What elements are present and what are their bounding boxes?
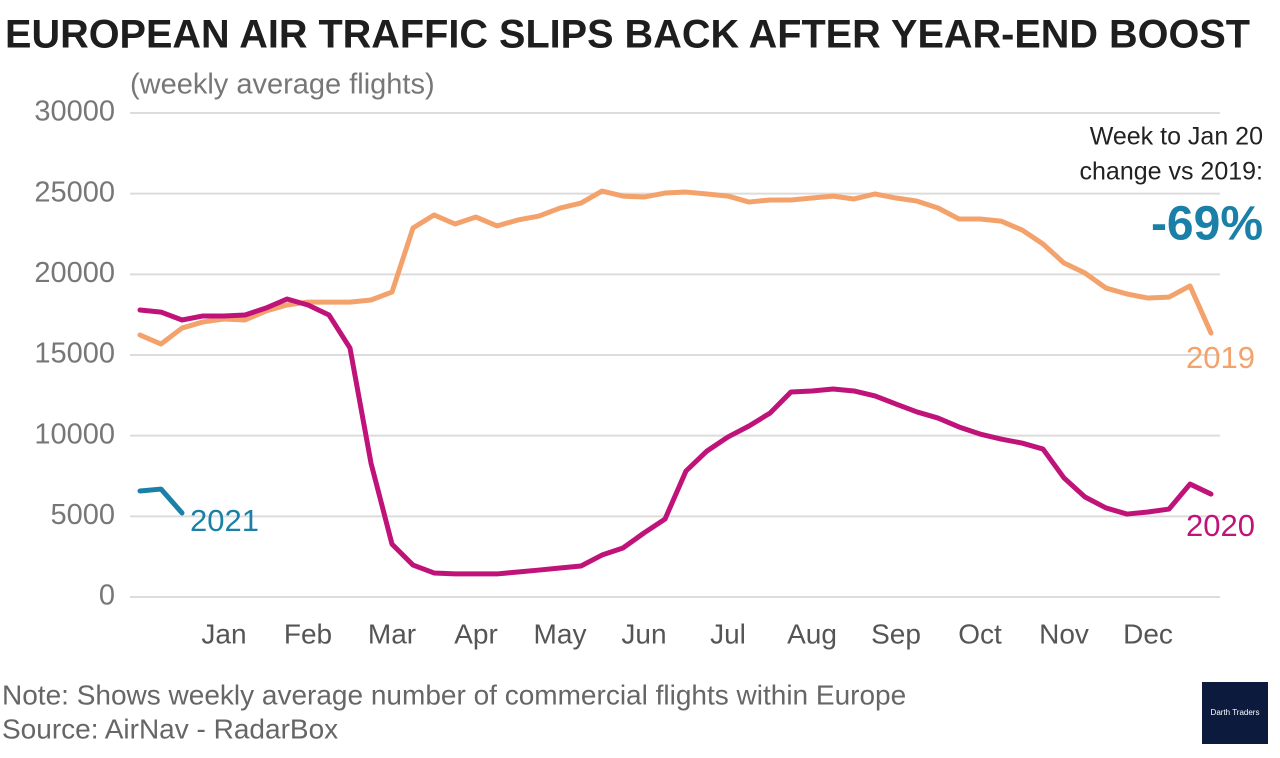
note: Note: Shows weekly average number of com… xyxy=(2,679,906,710)
x-tick-label: Oct xyxy=(958,618,1002,649)
x-tick-label: Jul xyxy=(710,618,746,649)
x-tick-label: Nov xyxy=(1039,618,1089,649)
y-tick-label: 10000 xyxy=(34,418,115,450)
x-tick-label: Sep xyxy=(871,618,921,649)
x-tick-label: Aug xyxy=(787,618,837,649)
y-tick-label: 25000 xyxy=(34,176,115,208)
y-tick-label: 20000 xyxy=(34,257,115,289)
series-label: 2021 xyxy=(190,503,259,538)
logo-box xyxy=(1202,682,1268,744)
annotation: change vs 2019: xyxy=(1080,158,1263,186)
x-tick-label: Jun xyxy=(621,618,666,649)
series-line xyxy=(137,188,1214,347)
x-tick-label: Jan xyxy=(201,618,246,649)
logo: Darth Traders xyxy=(1211,708,1260,717)
subtitle: (weekly average flights) xyxy=(130,69,435,101)
chart-title: EUROPEAN AIR TRAFFIC SLIPS BACK AFTER YE… xyxy=(5,13,1250,57)
y-tick-label: 15000 xyxy=(34,338,115,370)
annotation: -69% xyxy=(1151,198,1263,251)
series-label: 2020 xyxy=(1186,508,1255,543)
x-tick-label: May xyxy=(534,618,587,649)
x-tick-label: Feb xyxy=(284,618,332,649)
source: Source: AirNav - RadarBox xyxy=(2,713,338,744)
series-line xyxy=(137,296,1214,577)
series-line xyxy=(137,486,185,516)
y-tick-label: 30000 xyxy=(34,96,115,128)
x-tick-label: Apr xyxy=(454,618,498,649)
x-tick-label: Dec xyxy=(1123,618,1173,649)
y-tick-label: 0 xyxy=(99,580,115,612)
y-tick-label: 5000 xyxy=(50,499,115,531)
series-label: 2019 xyxy=(1186,340,1255,375)
x-tick-label: Mar xyxy=(368,618,416,649)
annotation: Week to Jan 20 xyxy=(1090,123,1263,151)
